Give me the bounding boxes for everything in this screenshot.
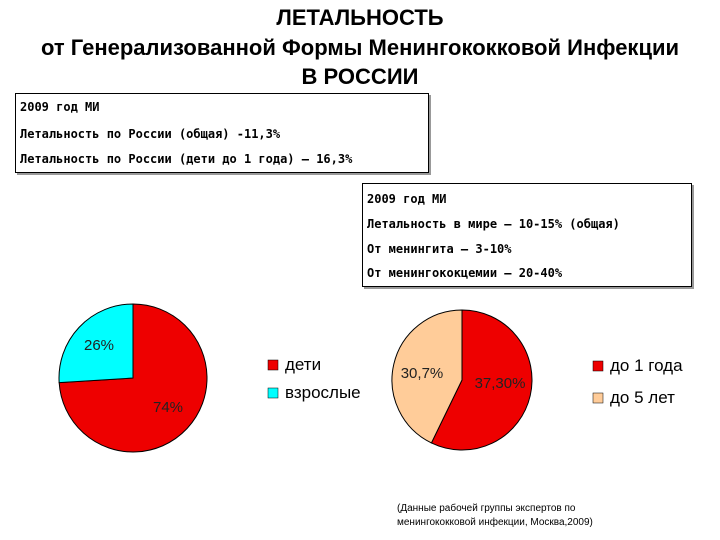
russia-stats-year: 2009 год МИ bbox=[20, 100, 100, 114]
source-note: (Данные рабочей группы экспертов по мени… bbox=[397, 502, 593, 530]
pie1-slice-label-1: 74% bbox=[153, 399, 183, 416]
source-note-line-1: (Данные рабочей группы экспертов по bbox=[397, 503, 576, 514]
world-stats-total: Летальность в мире – 10-15% (общая) bbox=[367, 217, 620, 231]
pie1-slice-label-2: 26% bbox=[84, 337, 114, 354]
world-stats-meningococcemia: От менингококцемии – 20-40% bbox=[367, 266, 563, 280]
pie1-legend-label-2: взрослые bbox=[285, 383, 361, 402]
page-title-line-1: ЛЕТАЛЬНОСТЬ bbox=[276, 5, 444, 30]
russia-stats-box: 2009 год МИ Летальность по России (общая… bbox=[15, 93, 429, 173]
world-stats-box: 2009 год МИ Летальность в мире – 10-15% … bbox=[362, 183, 692, 287]
pie2-slice-2 bbox=[391, 309, 463, 444]
pie2-slice-label-2: 30,7% bbox=[401, 365, 444, 382]
pie1-slice-2 bbox=[58, 303, 134, 384]
russia-stats-total: Летальность по России (общая) -11,3% bbox=[20, 127, 281, 141]
source-note-line-2: менингококковой инфекции, Москва,2009) bbox=[397, 517, 593, 528]
pie1-legend-label-1: дети bbox=[285, 355, 321, 374]
pie2-legend-swatch-1 bbox=[592, 360, 604, 372]
world-stats-year: 2009 год МИ bbox=[367, 192, 447, 206]
page-title-line-2: от Генерализованной Формы Менингококково… bbox=[40, 35, 680, 60]
pie1-legend-swatch-1 bbox=[267, 359, 279, 371]
russia-stats-children: Летальность по России (дети до 1 года) –… bbox=[20, 152, 353, 166]
pie2-legend-label-2: до 5 лет bbox=[610, 388, 675, 407]
pie2-legend-label-1: до 1 года bbox=[610, 356, 683, 375]
pie2-slice-1 bbox=[430, 309, 533, 451]
pie2-slice-label-1: 37,30% bbox=[475, 375, 526, 392]
pie2-legend-swatch-2 bbox=[592, 392, 604, 404]
pie1-legend-swatch-2 bbox=[267, 387, 279, 399]
page-title-line-3: В РОССИИ bbox=[301, 64, 419, 89]
world-stats-meningitis: От менингита – 3-10% bbox=[367, 242, 512, 256]
